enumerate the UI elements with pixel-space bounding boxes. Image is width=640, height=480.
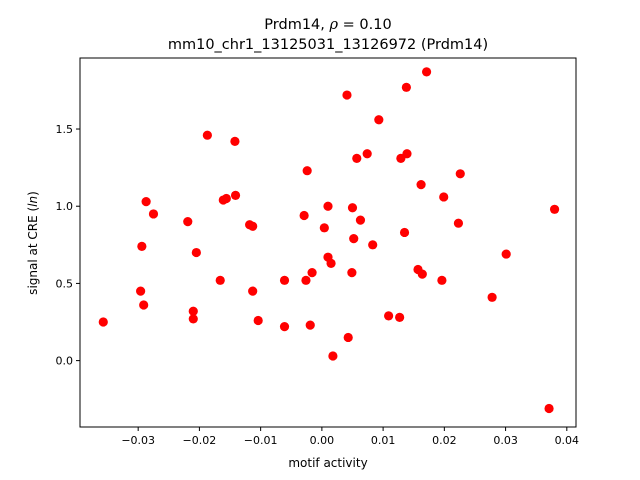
data-point-18 [248, 286, 258, 296]
data-point-44 [395, 312, 405, 322]
data-point-12 [215, 275, 225, 285]
data-point-27 [307, 268, 317, 278]
data-point-9 [188, 314, 198, 324]
x-tick-label: −0.03 [121, 434, 155, 447]
data-point-29 [323, 201, 333, 211]
data-point-35 [347, 268, 357, 278]
title-rho-symbol: ρ [329, 17, 339, 33]
title-rho-value: = 0.10 [338, 17, 392, 33]
data-point-21 [279, 275, 290, 285]
data-point-14 [221, 193, 231, 204]
data-point-22 [279, 322, 290, 332]
y-axis-label-prefix: signal at CRE ( [26, 207, 40, 295]
data-point-54 [439, 192, 449, 202]
plot-area: −0.03 −0.02 −0.01 0.00 0.01 0.02 0.03 0.04 0.00… [56, 57, 579, 447]
plot-frame [79, 57, 577, 428]
data-point-33 [342, 90, 352, 100]
data-point-51 [417, 269, 427, 279]
data-point-31 [326, 258, 336, 268]
data-point-55 [453, 218, 464, 228]
data-point-32 [328, 351, 338, 361]
data-point-57 [487, 292, 497, 302]
x-axis-ticks: −0.03 −0.02 −0.01 0.00 0.01 0.02 0.03 0.04 [121, 427, 579, 447]
data-point-23 [299, 210, 309, 221]
data-point-48 [402, 149, 412, 159]
data-point-60 [549, 204, 560, 214]
data-point-11 [202, 130, 212, 140]
data-point-20 [253, 315, 263, 326]
data-point-16 [230, 190, 241, 201]
x-tick-label: −0.01 [244, 434, 278, 447]
y-axis-label-suffix: ) [26, 191, 40, 196]
y-tick-label: 1.5 [56, 123, 74, 136]
data-point-58 [501, 249, 511, 259]
data-point-6 [148, 209, 159, 219]
y-tick-label: 1.0 [56, 200, 74, 213]
data-point-5 [141, 196, 151, 207]
data-point-37 [349, 234, 359, 244]
data-point-46 [399, 227, 410, 238]
title-prefix: Prdm14, [264, 17, 329, 33]
data-point-3 [137, 241, 147, 251]
data-point-40 [362, 149, 372, 159]
chart-title-line2: mm10_chr1_13125031_13126972 (Prdm14) [168, 37, 488, 53]
data-point-38 [352, 153, 362, 163]
data-point-8 [188, 306, 198, 316]
x-tick-label: 0.01 [371, 434, 396, 447]
data-point-1 [98, 317, 108, 327]
data-point-53 [437, 275, 447, 285]
x-tick-label: 0.04 [555, 434, 580, 447]
data-point-4 [139, 300, 149, 310]
data-point-56 [455, 169, 465, 179]
y-axis-label: signal at CRE (ln) [26, 191, 40, 295]
data-point-26 [305, 320, 315, 330]
data-point-36 [347, 203, 358, 213]
data-point-2 [136, 286, 146, 296]
data-point-15 [230, 136, 240, 146]
data-point-59 [544, 403, 554, 414]
data-point-28 [319, 223, 329, 233]
chart-title-line1: Prdm14, ρ = 0.10 [264, 17, 391, 33]
y-tick-label: 0.0 [56, 355, 74, 368]
y-tick-label: 0.5 [56, 277, 74, 290]
data-point-39 [355, 215, 366, 225]
data-point-47 [401, 82, 411, 92]
data-points [98, 67, 560, 414]
data-point-7 [183, 217, 193, 227]
data-point-25 [302, 166, 312, 176]
x-tick-label: −0.02 [183, 434, 217, 447]
x-axis-label: motif activity [288, 456, 367, 470]
data-point-24 [301, 275, 311, 285]
x-tick-label: 0.00 [310, 434, 335, 447]
data-point-10 [191, 247, 201, 258]
data-point-34 [343, 332, 353, 343]
data-point-41 [368, 240, 378, 250]
data-point-43 [384, 311, 394, 321]
data-point-52 [421, 67, 432, 77]
x-tick-label: 0.03 [493, 434, 518, 447]
y-axis-label-italic: ln [26, 196, 40, 207]
y-axis-ticks: 0.0 0.5 1.0 1.5 [56, 123, 80, 368]
data-point-42 [374, 115, 384, 125]
data-point-50 [416, 180, 426, 190]
data-point-19 [248, 221, 258, 231]
x-tick-label: 0.02 [432, 434, 457, 447]
